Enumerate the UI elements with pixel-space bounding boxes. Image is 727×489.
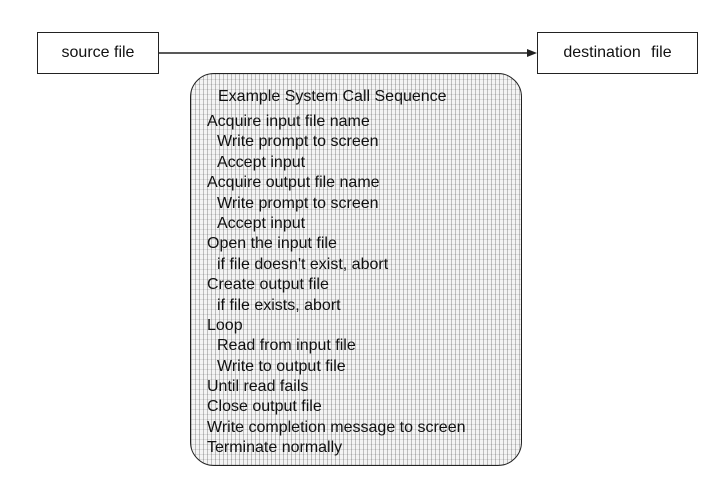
sequence-step: Acquire output file name: [207, 174, 380, 192]
sequence-step: Close output file: [207, 398, 322, 416]
sequence-step: if file exists, abort: [217, 296, 341, 314]
sequence-steps-list: Acquire input file name Write prompt to s…: [207, 112, 465, 459]
sequence-step: Accept input: [217, 153, 306, 171]
sequence-step: Accept input: [217, 214, 306, 232]
sequence-step: Read from input file: [217, 337, 356, 355]
source-file-label: source file: [61, 44, 135, 61]
sequence-step: Loop: [207, 316, 243, 334]
sequence-step: Write prompt to screen: [217, 194, 379, 212]
sequence-step: Write completion message to screen: [207, 418, 466, 436]
system-call-sequence-panel: [190, 73, 522, 466]
destination-file-box: destination file: [537, 32, 698, 74]
sequence-step: Write prompt to screen: [217, 133, 379, 151]
sequence-step: Until read fails: [207, 378, 309, 396]
sequence-title: Example System Call Sequence: [218, 88, 447, 105]
sequence-step: Write to output file: [217, 357, 346, 375]
destination-file-label: destination file: [563, 44, 672, 61]
source-file-box: source file: [37, 32, 159, 74]
sequence-step: Acquire input file name: [207, 113, 370, 130]
sequence-step: Open the input file: [207, 235, 337, 253]
sequence-step: Terminate normally: [207, 439, 343, 457]
sequence-step: if file doesn't exist, abort: [217, 255, 389, 273]
sequence-step: Create output file: [207, 276, 329, 294]
